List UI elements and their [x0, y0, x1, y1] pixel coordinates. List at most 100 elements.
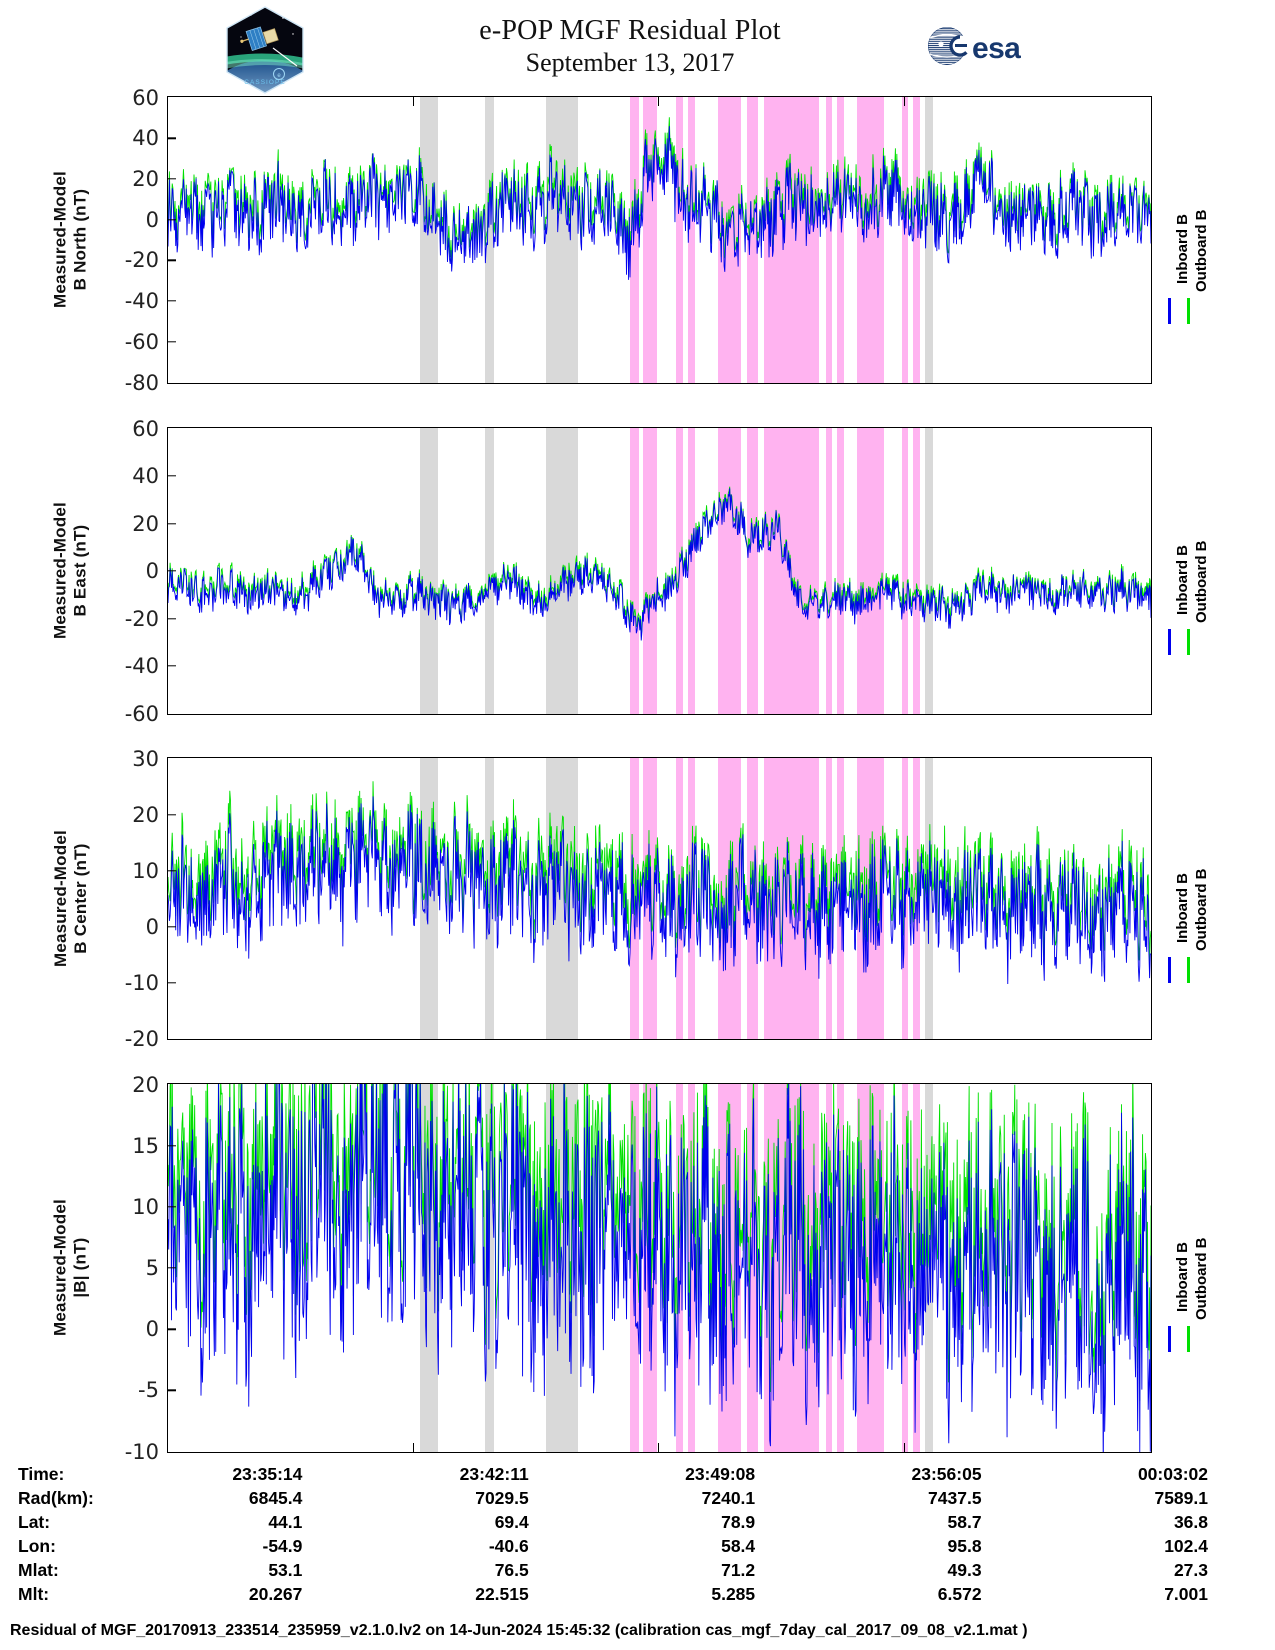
legend-swatch-outboard — [1187, 298, 1190, 324]
y-tick-mark-b-north-3 — [167, 218, 176, 221]
info-cell-1-3: 7437.5 — [928, 1487, 982, 1508]
y-axis-label-line1-b-magnitude: Measured-Model — [50, 1199, 70, 1337]
info-cell-4-0: 53.1 — [268, 1559, 303, 1580]
info-cell-3-2: 58.4 — [721, 1535, 756, 1556]
y-tick-mark-b-north-6 — [167, 341, 176, 343]
y-tick-label-b-center-4: -10 — [124, 970, 159, 995]
info-cell-3-4: 102.4 — [1164, 1535, 1208, 1556]
info-cell-5-2: 5.285 — [711, 1583, 756, 1604]
info-row-label-4: Mlat: — [18, 1559, 59, 1580]
x-tick-mark-2 — [658, 1443, 660, 1453]
y-tick-label-b-center-3: 0 — [145, 914, 159, 939]
trace-group-b-north — [168, 117, 1151, 280]
legend-swatch-inboard — [1168, 629, 1171, 655]
shaded-band-pink — [630, 428, 640, 714]
info-cell-3-0: -54.9 — [262, 1535, 303, 1556]
shaded-band-pink — [912, 428, 921, 714]
y-tick-label-b-east-1: 40 — [132, 464, 159, 488]
info-cell-4-4: 27.3 — [1173, 1559, 1208, 1580]
y-tick-mark-b-center-4 — [167, 981, 176, 984]
info-cell-2-1: 69.4 — [494, 1511, 529, 1532]
info-cell-3-3: 95.8 — [947, 1535, 982, 1556]
info-cell-2-3: 58.7 — [947, 1511, 982, 1532]
trace-group-b-magnitude — [168, 1084, 1151, 1452]
trace-inboard-b-east — [168, 488, 1151, 641]
legend-swatch-inboard — [1168, 298, 1171, 324]
shaded-band-pink — [912, 97, 921, 383]
trace-inboard-b-north — [168, 126, 1151, 280]
plot-panel-b-north — [167, 96, 1152, 384]
y-axis-label-b-east: Measured-Model B East (nT) — [50, 407, 89, 735]
y-tick-mark-b-magnitude-5 — [167, 1389, 176, 1392]
info-cell-4-2: 71.2 — [721, 1559, 756, 1580]
y-axis-label-line1-b-east: Measured-Model — [50, 502, 70, 640]
shaded-band-pink — [902, 428, 909, 714]
legend-label-outboard: Outboard B — [1193, 209, 1210, 293]
y-tick-label-b-north-4: -20 — [124, 248, 159, 273]
shaded-band-pink — [902, 97, 909, 383]
shaded-band-pink — [825, 97, 832, 383]
y-tick-label-b-magnitude-6: -10 — [124, 1439, 159, 1464]
info-row-label-2: Lat: — [18, 1511, 51, 1532]
shaded-band-gray — [485, 1084, 495, 1452]
y-tick-label-b-magnitude-5: -5 — [138, 1378, 159, 1403]
y-tick-mark-b-magnitude-4 — [167, 1328, 176, 1330]
table-row: Time: 23:35:14 23:42:11 23:49:08 23:56:05 00:… — [18, 1462, 1208, 1486]
shaded-band-pink — [687, 1084, 695, 1452]
legend-swatch-inboard — [1168, 1326, 1171, 1352]
y-tick-mark-b-east-1 — [167, 475, 176, 477]
plot-panel-b-east — [167, 427, 1152, 715]
y-tick-label-b-magnitude-4: 0 — [145, 1317, 159, 1342]
legend-label-inboard: Inboard B — [1174, 545, 1191, 615]
info-row-label-0: Time: — [18, 1463, 65, 1484]
esa-wordmark: esa — [972, 32, 1021, 65]
x-tick-mark-top-0 — [412, 96, 414, 106]
footer-caption: Residual of MGF_20170913_233514_235959_v… — [10, 1622, 1028, 1639]
cassiope-mission-patch-icon: e CASSIOPE — [221, 4, 309, 96]
orbit-info-table: Time: 23:35:14 23:42:11 23:49:08 23:56:05 00:… — [0, 1462, 1275, 1606]
plot-panel-b-center — [167, 757, 1152, 1040]
y-axis-label-b-north: Measured-Model B North (nT) — [50, 76, 89, 404]
legend-label-inboard: Inboard B — [1174, 214, 1191, 284]
title-main: e-POP MGF Residual Plot — [479, 15, 781, 46]
legend-label-inboard: Inboard B — [1174, 1242, 1191, 1312]
legend-label-outboard: Outboard B — [1193, 1237, 1210, 1321]
info-cell-2-4: 36.8 — [1173, 1511, 1208, 1532]
shaded-band-pink — [836, 97, 844, 383]
table-row: Lat: 44.1 69.4 78.9 58.7 36.8 — [18, 1510, 1208, 1534]
y-tick-mark-b-north-4 — [167, 259, 176, 262]
y-tick-label-b-center-1: 20 — [132, 802, 159, 827]
y-tick-label-b-north-7: -80 — [124, 370, 159, 395]
info-row-label-5: Mlt: — [18, 1583, 50, 1604]
info-cell-0-1: 23:42:11 — [459, 1463, 529, 1484]
info-cell-1-4: 7589.1 — [1154, 1487, 1208, 1508]
trace-outboard-b-north — [168, 117, 1151, 266]
y-tick-label-b-center-5: -20 — [124, 1026, 159, 1051]
shaded-band-pink — [687, 428, 695, 714]
y-tick-mark-b-center-1 — [167, 813, 176, 816]
shaded-band-gray — [924, 97, 934, 383]
y-tick-label-b-north-1: 40 — [132, 126, 159, 151]
y-tick-mark-b-north-1 — [167, 137, 176, 139]
info-row-label-3: Lon: — [18, 1535, 56, 1556]
info-cell-1-1: 7029.5 — [475, 1487, 529, 1508]
page-header: e CASSIOPE e-POP MGF Residual Plot Septe… — [0, 0, 1275, 94]
y-tick-label-b-north-2: 20 — [132, 166, 159, 191]
plot-surface-b-north — [168, 97, 1151, 383]
shaded-band-pink — [825, 428, 832, 714]
table-row: Mlt: 20.267 22.515 5.285 6.572 7.001 — [18, 1582, 1208, 1606]
y-tick-label-b-magnitude-1: 15 — [132, 1133, 159, 1158]
shaded-band-pink — [675, 1084, 683, 1452]
x-tick-mark-top-1 — [658, 96, 660, 106]
trace-outboard-b-east — [168, 486, 1151, 637]
trace-inboard-b-magnitude — [168, 1084, 1151, 1452]
y-tick-label-b-center-0: 30 — [132, 746, 159, 771]
info-cell-5-4: 7.001 — [1164, 1583, 1208, 1604]
title-subtitle: September 13, 2017 — [525, 48, 735, 78]
info-cell-2-2: 78.9 — [721, 1511, 756, 1532]
info-cell-0-4: 00:03:02 — [1137, 1463, 1208, 1484]
table-row: Lon: -54.9 -40.6 58.4 95.8 102.4 — [18, 1534, 1208, 1558]
info-cell-4-1: 76.5 — [494, 1559, 529, 1580]
y-tick-mark-b-east-2 — [167, 522, 176, 525]
shaded-band-gray — [485, 428, 495, 714]
